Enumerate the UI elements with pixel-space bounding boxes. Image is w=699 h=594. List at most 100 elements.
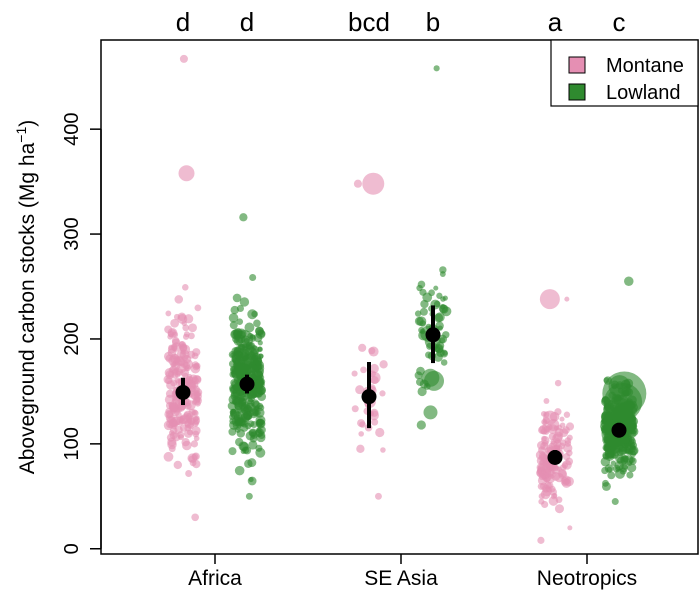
data-point <box>563 411 571 418</box>
data-point-large <box>178 165 195 182</box>
significance-letter: c <box>613 7 626 37</box>
x-axis: Africa SE Asia Neotropics <box>188 554 637 590</box>
data-point <box>562 426 570 434</box>
data-point <box>255 447 266 458</box>
data-point <box>191 452 200 461</box>
data-point <box>191 399 198 405</box>
data-point <box>186 429 194 436</box>
data-point <box>173 460 182 470</box>
data-point <box>167 371 175 378</box>
plot-area <box>163 54 647 544</box>
data-point <box>191 376 199 385</box>
data-point <box>186 417 193 424</box>
data-point <box>191 426 201 436</box>
data-point <box>353 179 362 188</box>
data-point <box>248 440 258 450</box>
data-point <box>244 459 253 468</box>
data-point <box>165 310 172 317</box>
data-point <box>165 354 174 363</box>
data-point <box>189 459 197 467</box>
x-category-label: SE Asia <box>364 567 438 590</box>
legend-swatch-lowland <box>568 83 586 101</box>
data-point <box>170 318 179 328</box>
data-point <box>257 340 263 346</box>
data-point <box>247 420 255 428</box>
data-point <box>564 296 570 302</box>
data-point <box>416 420 426 430</box>
significance-letter: b <box>426 7 440 37</box>
data-point <box>604 444 611 452</box>
mean-point <box>175 384 191 400</box>
data-point <box>191 409 198 416</box>
mean-point <box>239 376 255 392</box>
data-point <box>179 415 188 424</box>
data-point <box>177 312 187 322</box>
legend: Montane Lowland <box>550 39 699 107</box>
significance-letters: d d bcd b a c <box>176 7 626 37</box>
data-point <box>440 304 446 310</box>
data-point <box>414 310 422 317</box>
data-point <box>351 370 358 377</box>
y-tick-label: 0 <box>61 543 83 554</box>
data-point <box>434 312 445 323</box>
data-point <box>439 266 447 274</box>
data-point-large <box>180 344 191 355</box>
data-point-large <box>421 368 440 387</box>
data-point <box>436 292 443 299</box>
data-point <box>417 386 427 397</box>
data-point <box>419 320 427 327</box>
data-point-large <box>368 371 381 384</box>
data-point <box>551 471 561 481</box>
data-point <box>368 410 379 421</box>
data-point-large <box>547 418 560 431</box>
data-point <box>234 465 245 476</box>
data-point <box>433 285 439 291</box>
data-point <box>548 432 557 441</box>
data-point <box>194 304 202 312</box>
data-point <box>539 482 548 491</box>
data-point <box>360 366 367 374</box>
data-point <box>538 493 545 500</box>
data-point <box>182 333 190 340</box>
data-point <box>251 310 259 318</box>
data-point <box>250 431 258 439</box>
data-point <box>255 326 264 336</box>
data-point <box>254 379 264 389</box>
data-point-large <box>235 329 254 348</box>
data-point <box>239 297 250 307</box>
data-point <box>538 498 545 505</box>
mean-point <box>547 449 563 465</box>
y-tick-label: 100 <box>61 427 83 460</box>
data-point <box>554 379 562 387</box>
data-point <box>235 437 244 447</box>
data-point <box>358 343 367 352</box>
data-point <box>256 433 266 443</box>
data-point <box>232 293 242 303</box>
data-point <box>616 456 625 465</box>
data-point <box>630 445 636 451</box>
data-point <box>186 412 192 418</box>
significance-letter: d <box>176 7 190 37</box>
data-points <box>163 54 647 544</box>
data-point <box>379 390 386 397</box>
data-point <box>172 432 181 442</box>
legend-label-lowland: Lowland <box>606 82 681 104</box>
data-point <box>562 452 571 461</box>
data-point <box>183 314 194 324</box>
data-point <box>543 428 550 435</box>
data-point <box>182 324 190 332</box>
data-point <box>166 380 176 390</box>
data-point <box>611 498 619 506</box>
data-point <box>174 372 181 378</box>
data-point <box>185 470 193 477</box>
data-point <box>190 363 201 374</box>
x-category-label: Africa <box>188 567 242 590</box>
data-point <box>380 447 386 453</box>
data-point <box>623 446 630 454</box>
data-point-large <box>368 346 379 357</box>
data-point <box>371 418 379 426</box>
data-point <box>559 422 566 428</box>
data-point <box>615 466 621 472</box>
data-point <box>538 473 546 481</box>
data-point <box>174 295 184 304</box>
